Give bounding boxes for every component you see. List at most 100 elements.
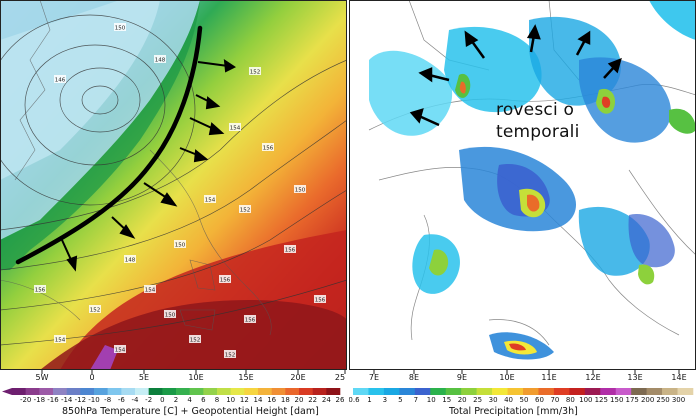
temperature-colorbar-label: 4 <box>187 396 192 404</box>
temperature-colorbar-swatch <box>285 388 300 395</box>
temperature-colorbar-label: 14 <box>253 396 263 404</box>
temperature-colorbar-swatch <box>66 388 81 395</box>
temperature-colorbar-label: -16 <box>47 396 59 404</box>
temperature-colorbar-swatch <box>135 388 149 395</box>
temperature-colorbar-label: -14 <box>60 396 73 404</box>
temperature-colorbar-label: -10 <box>88 396 100 404</box>
precipitation-colorbar-swatch <box>507 388 524 395</box>
temperature-colorbar-label: 18 <box>280 396 290 404</box>
lon-label-20e: 20E <box>290 373 306 382</box>
precipitation-colorbar-label: 150 <box>610 396 624 404</box>
precipitation-colorbar-label: 5 <box>398 396 403 404</box>
precipitation-colorbar-swatch <box>569 388 586 395</box>
precipitation-field <box>369 0 696 360</box>
lon-label-5w: 5W <box>35 373 49 382</box>
height-label: 156 <box>35 288 46 294</box>
temperature-colorbar-swatch <box>80 388 95 395</box>
height-label: 150 <box>115 26 126 32</box>
temperature-colorbar-label: -8 <box>104 396 112 404</box>
lon-label-10e: 10E <box>188 373 204 382</box>
temperature-colorbar-swatch <box>189 388 204 395</box>
temperature-colorbar-label: 22 <box>308 396 318 404</box>
precipitation-colorbar-label: 50 <box>519 396 529 404</box>
height-label: 154 <box>115 348 126 354</box>
height-label: 154 <box>205 198 216 204</box>
height-label: 150 <box>295 188 306 194</box>
front-motion-arrows <box>61 58 236 272</box>
precipitation-colorbar-label: 10 <box>426 396 436 404</box>
precipitation-colorbar-swatch <box>584 388 601 395</box>
temperature-colorbar-label: -2 <box>145 396 153 404</box>
height-label: 152 <box>190 338 201 344</box>
precipitation-colorbar-label: 70 <box>550 396 560 404</box>
precipitation-colorbar-swatch <box>662 388 678 395</box>
precipitation-colorbar-swatch <box>492 388 508 395</box>
temperature-colorbar-label: 10 <box>226 396 236 404</box>
precipitation-colorbar-label: 20 <box>457 396 467 404</box>
height-label: 156 <box>263 146 274 152</box>
precipitation-colorbar-label: 3 <box>382 396 388 404</box>
height-label: 148 <box>125 258 136 264</box>
precipitation-colorbar-swatch <box>538 388 555 395</box>
precipitation-colorbar-swatch <box>646 388 663 395</box>
precipitation-colorbar-title: Total Precipitation [mm/3h] <box>449 406 578 417</box>
precipitation-colorbar-label: 15 <box>442 396 452 404</box>
temperature-colorbar-swatch <box>121 388 136 395</box>
precipitation-colorbar <box>353 388 694 395</box>
precipitation-colorbar-label: 60 <box>534 396 544 404</box>
lon-label-11e: 11E <box>541 373 557 382</box>
precipitation-colorbar-swatch <box>368 388 385 395</box>
precipitation-colorbar-swatch <box>677 388 694 395</box>
lon-label-0: 0 <box>89 373 95 382</box>
precipitation-colorbar-label: 175 <box>625 396 639 404</box>
temperature-map-panel: 150 146 148 152 154 156 154 150 152 150 148 156 154 1… <box>0 0 347 418</box>
temperature-colorbar-label: -12 <box>74 396 87 404</box>
purple-hotspot <box>90 345 118 370</box>
precipitation-colorbar-label: 125 <box>594 396 608 404</box>
precipitation-colorbar-label: 250 <box>656 396 670 404</box>
lon-label-13e: 13E <box>627 373 643 382</box>
height-label: 152 <box>250 70 261 76</box>
precipitation-colorbar-swatch <box>414 388 431 395</box>
precipitation-colorbar-label: 25 <box>473 396 483 404</box>
annotation-temporali: temporali <box>496 122 580 142</box>
height-label: 152 <box>225 353 236 359</box>
temperature-colorbar-swatch <box>326 388 341 395</box>
precipitation-colorbar-swatch <box>523 388 539 395</box>
precipitation-colorbar-swatch <box>353 388 369 395</box>
height-label: 156 <box>220 278 231 284</box>
precipitation-colorbar-label: 100 <box>579 396 593 404</box>
lon-label-15e: 15E <box>238 373 254 382</box>
precipitation-colorbar-swatch <box>445 388 462 395</box>
annotation-rovesci: rovesci o <box>496 100 575 120</box>
precipitation-colorbar-swatch <box>631 388 647 395</box>
temperature-colorbar-label: 0 <box>160 396 165 404</box>
temperature-colorbar-swatch <box>148 388 163 395</box>
precipitation-colorbar-swatch <box>476 388 493 395</box>
lon-label-8e: 8E <box>408 373 420 382</box>
temperature-colorbar-label: -6 <box>117 396 125 404</box>
temperature-colorbar <box>2 388 341 395</box>
cold-front-line <box>15 25 203 265</box>
precipitation-colorbar-swatch <box>383 388 400 395</box>
lon-label-5e: 5E <box>138 373 150 382</box>
precipitation-map <box>349 0 696 395</box>
height-label: 154 <box>230 126 241 132</box>
precipitation-colorbar-label: 1 <box>367 396 372 404</box>
precipitation-colorbar-label: 0.6 <box>349 396 360 404</box>
lon-label-7e: 7E <box>368 373 380 382</box>
temperature-colorbar-swatch <box>230 388 245 395</box>
temperature-colorbar-label: 12 <box>239 396 249 404</box>
precipitation-colorbar-label: 300 <box>671 396 686 404</box>
height-label: 152 <box>240 208 251 214</box>
temperature-colorbar-label: 24 <box>321 396 331 404</box>
height-label: 154 <box>145 288 156 294</box>
temperature-colorbar-label: 20 <box>294 396 304 404</box>
temperature-map: 150 146 148 152 154 156 154 150 152 150 148 156 154 1… <box>0 0 347 395</box>
precipitation-colorbar-label: 7 <box>413 396 419 404</box>
height-label: 156 <box>315 298 326 304</box>
precipitation-map-panel: rovesci o temporali 7E 8E 9E 10E 11E 12E… <box>349 0 696 418</box>
precipitation-colorbar-label: 30 <box>488 396 498 404</box>
precipitation-colorbar-swatch <box>430 388 447 395</box>
green-frontal-band <box>0 0 200 270</box>
